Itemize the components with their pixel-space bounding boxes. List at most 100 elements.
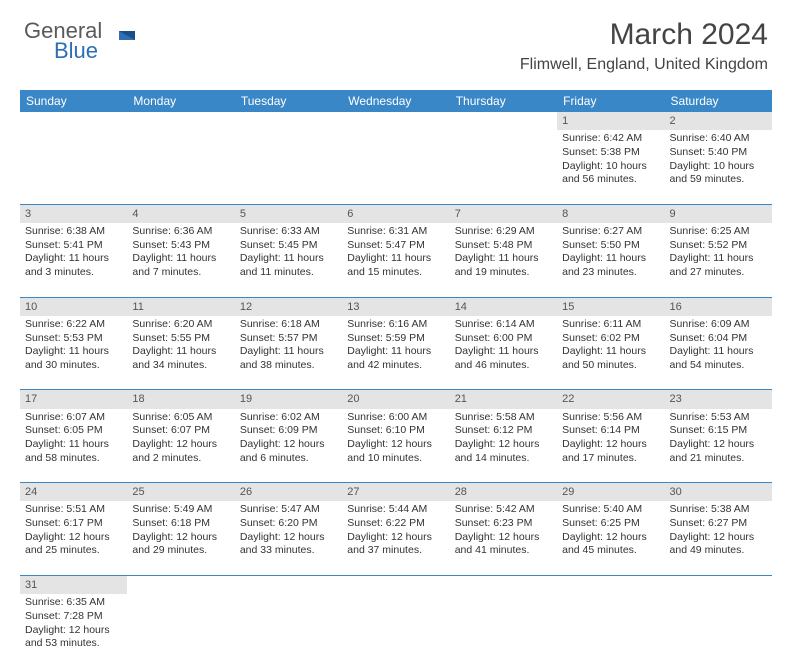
day-number: 28 [450, 483, 557, 502]
detail-line: Daylight: 11 hours and 30 minutes. [25, 345, 122, 372]
day-number: 31 [20, 575, 127, 594]
day-cell: Sunrise: 5:49 AMSunset: 6:18 PMDaylight:… [127, 501, 234, 575]
detail-line: Sunset: 5:45 PM [240, 239, 337, 253]
detail-line: Sunset: 6:10 PM [347, 424, 444, 438]
day-number: 7 [450, 204, 557, 223]
day-number [235, 575, 342, 594]
day-cell [342, 594, 449, 668]
detail-line: Sunrise: 6:38 AM [25, 225, 122, 239]
detail-line: Sunrise: 5:40 AM [562, 503, 659, 517]
detail-line: Sunrise: 6:18 AM [240, 318, 337, 332]
location-text: Flimwell, England, United Kingdom [520, 56, 768, 74]
flag-icon [118, 28, 144, 50]
detail-line: Sunset: 6:22 PM [347, 517, 444, 531]
detail-line: Sunrise: 6:36 AM [132, 225, 229, 239]
day-number: 3 [20, 204, 127, 223]
detail-line: Daylight: 10 hours and 59 minutes. [670, 160, 767, 187]
day-number: 11 [127, 297, 234, 316]
detail-line: Daylight: 12 hours and 41 minutes. [455, 531, 552, 558]
day-number: 15 [557, 297, 664, 316]
detail-line: Sunrise: 5:44 AM [347, 503, 444, 517]
day-cell: Sunrise: 6:40 AMSunset: 5:40 PMDaylight:… [665, 130, 772, 204]
detail-line: Sunset: 6:00 PM [455, 332, 552, 346]
detail-line: Daylight: 12 hours and 33 minutes. [240, 531, 337, 558]
detail-line: Sunrise: 6:11 AM [562, 318, 659, 332]
detail-line: Sunrise: 6:31 AM [347, 225, 444, 239]
detail-line: Sunset: 6:23 PM [455, 517, 552, 531]
day-cell: Sunrise: 5:58 AMSunset: 6:12 PMDaylight:… [450, 409, 557, 483]
detail-line: Sunrise: 5:47 AM [240, 503, 337, 517]
detail-line: Sunset: 5:47 PM [347, 239, 444, 253]
day-cell: Sunrise: 6:27 AMSunset: 5:50 PMDaylight:… [557, 223, 664, 297]
detail-line: Sunrise: 6:35 AM [25, 596, 122, 610]
day-number: 9 [665, 204, 772, 223]
day-number: 8 [557, 204, 664, 223]
day-number: 18 [127, 390, 234, 409]
day-number: 13 [342, 297, 449, 316]
detail-line: Sunset: 6:20 PM [240, 517, 337, 531]
logo-text-block: General Blue [24, 18, 102, 64]
col-sunday: Sunday [20, 90, 127, 112]
day-cell: Sunrise: 6:42 AMSunset: 5:38 PMDaylight:… [557, 130, 664, 204]
detail-line: Sunset: 6:15 PM [670, 424, 767, 438]
col-wednesday: Wednesday [342, 90, 449, 112]
day-number [450, 112, 557, 130]
day-cell: Sunrise: 5:38 AMSunset: 6:27 PMDaylight:… [665, 501, 772, 575]
day-number: 1 [557, 112, 664, 130]
detail-line: Daylight: 11 hours and 11 minutes. [240, 252, 337, 279]
day-number-row: 24252627282930 [20, 483, 772, 502]
detail-line: Daylight: 11 hours and 7 minutes. [132, 252, 229, 279]
detail-line: Daylight: 11 hours and 42 minutes. [347, 345, 444, 372]
detail-line: Sunrise: 6:27 AM [562, 225, 659, 239]
day-number [557, 575, 664, 594]
day-cell: Sunrise: 6:11 AMSunset: 6:02 PMDaylight:… [557, 316, 664, 390]
detail-line: Sunset: 6:09 PM [240, 424, 337, 438]
day-cell: Sunrise: 6:38 AMSunset: 5:41 PMDaylight:… [20, 223, 127, 297]
day-number [450, 575, 557, 594]
detail-line: Daylight: 12 hours and 2 minutes. [132, 438, 229, 465]
detail-line: Sunrise: 6:33 AM [240, 225, 337, 239]
day-cell [235, 130, 342, 204]
day-number: 29 [557, 483, 664, 502]
day-number [665, 575, 772, 594]
detail-line: Sunset: 5:59 PM [347, 332, 444, 346]
day-cell: Sunrise: 5:47 AMSunset: 6:20 PMDaylight:… [235, 501, 342, 575]
detail-line: Sunset: 5:48 PM [455, 239, 552, 253]
day-cell: Sunrise: 6:20 AMSunset: 5:55 PMDaylight:… [127, 316, 234, 390]
detail-line: Sunset: 5:55 PM [132, 332, 229, 346]
day-cell: Sunrise: 5:53 AMSunset: 6:15 PMDaylight:… [665, 409, 772, 483]
day-cell [20, 130, 127, 204]
day-cell: Sunrise: 6:16 AMSunset: 5:59 PMDaylight:… [342, 316, 449, 390]
detail-line: Sunrise: 6:42 AM [562, 132, 659, 146]
day-cell: Sunrise: 5:51 AMSunset: 6:17 PMDaylight:… [20, 501, 127, 575]
detail-line: Daylight: 10 hours and 56 minutes. [562, 160, 659, 187]
detail-line: Sunrise: 6:29 AM [455, 225, 552, 239]
day-number: 20 [342, 390, 449, 409]
detail-line: Sunset: 6:02 PM [562, 332, 659, 346]
day-cell [235, 594, 342, 668]
day-cell: Sunrise: 5:40 AMSunset: 6:25 PMDaylight:… [557, 501, 664, 575]
day-detail-row: Sunrise: 6:35 AMSunset: 7:28 PMDaylight:… [20, 594, 772, 668]
day-number: 23 [665, 390, 772, 409]
day-cell: Sunrise: 6:07 AMSunset: 6:05 PMDaylight:… [20, 409, 127, 483]
day-cell [342, 130, 449, 204]
calendar-table: Sunday Monday Tuesday Wednesday Thursday… [20, 90, 772, 668]
detail-line: Sunset: 6:12 PM [455, 424, 552, 438]
detail-line: Sunset: 6:18 PM [132, 517, 229, 531]
detail-line: Daylight: 12 hours and 21 minutes. [670, 438, 767, 465]
day-detail-row: Sunrise: 6:42 AMSunset: 5:38 PMDaylight:… [20, 130, 772, 204]
detail-line: Sunrise: 6:05 AM [132, 411, 229, 425]
detail-line: Daylight: 11 hours and 38 minutes. [240, 345, 337, 372]
day-cell: Sunrise: 5:56 AMSunset: 6:14 PMDaylight:… [557, 409, 664, 483]
day-number [20, 112, 127, 130]
day-number-row: 31 [20, 575, 772, 594]
detail-line: Sunrise: 6:20 AM [132, 318, 229, 332]
detail-line: Daylight: 11 hours and 46 minutes. [455, 345, 552, 372]
detail-line: Sunrise: 6:09 AM [670, 318, 767, 332]
day-number: 10 [20, 297, 127, 316]
day-number [235, 112, 342, 130]
day-number-row: 17181920212223 [20, 390, 772, 409]
detail-line: Daylight: 12 hours and 29 minutes. [132, 531, 229, 558]
detail-line: Sunrise: 6:14 AM [455, 318, 552, 332]
header-row: Sunday Monday Tuesday Wednesday Thursday… [20, 90, 772, 112]
